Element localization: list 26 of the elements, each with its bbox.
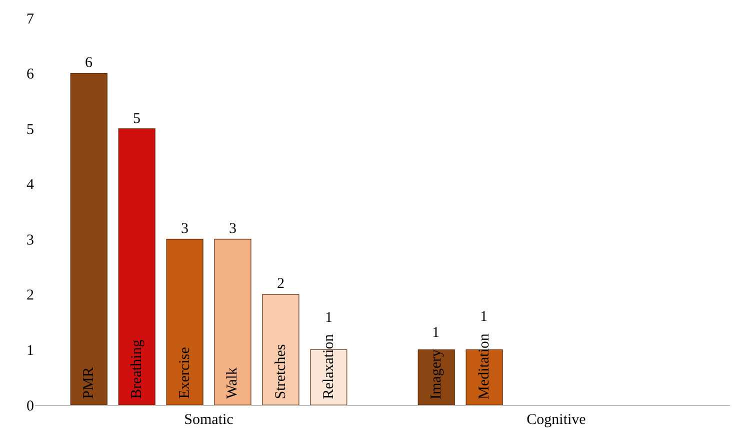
x-tick-label: Cognitive [526,412,586,428]
data-label: 1 [480,309,488,325]
y-tick-label: 5 [26,122,34,138]
data-label: 3 [229,221,236,237]
series-label: Exercise [176,346,193,399]
y-tick-label: 2 [26,288,34,304]
series-label: Walk [224,366,241,399]
y-tick-label: 3 [26,232,34,248]
y-tick-label: 7 [26,11,34,28]
series-label: Imagery [428,348,444,400]
series-label: PMR [80,367,97,399]
x-tick-label: Somatic [184,412,234,428]
y-tick-label: 6 [26,66,34,83]
data-label: 2 [277,276,284,292]
data-label: 3 [181,221,188,237]
series-label: Stretches [273,344,290,400]
y-tick-label: 0 [26,398,34,414]
series-label: Breathing [128,339,145,399]
data-label: 6 [85,55,93,71]
data-label: 1 [432,325,440,341]
y-tick-label: 1 [26,342,34,359]
y-tick-label: 4 [26,177,34,194]
data-label: 1 [325,310,332,326]
series-label: Relaxation [321,334,338,400]
series-label: Meditation [476,332,492,400]
data-label: 5 [133,111,140,127]
